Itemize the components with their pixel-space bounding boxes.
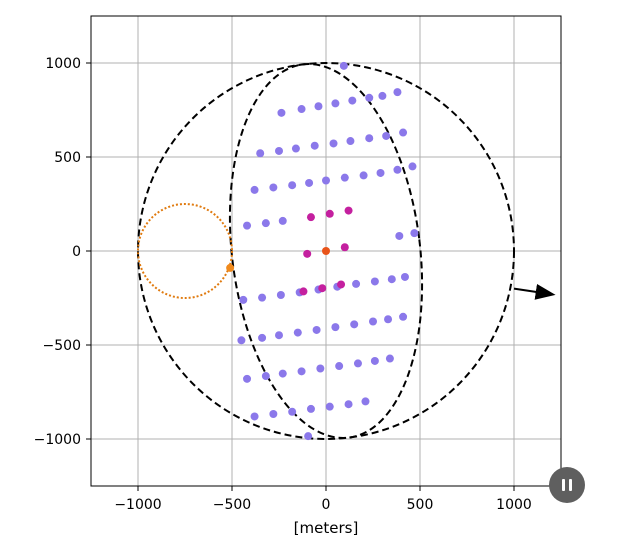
axis-ticks: −1000 −500 0 500 1000 −1000 −500 0 500 1000 — [34, 56, 532, 513]
scatter-point-series-0 — [400, 272, 409, 281]
scatter-point-series-0 — [258, 333, 267, 342]
scatter-point-series-0 — [310, 141, 319, 150]
scatter-point-series-0 — [365, 134, 374, 143]
scatter-point-series-0 — [340, 173, 349, 182]
scatter-point-series-0 — [258, 293, 267, 302]
x-tick-label: −1000 — [114, 497, 161, 513]
scatter-point-series-0 — [384, 315, 393, 324]
x-tick-label: −500 — [213, 497, 251, 513]
scatter-point-series-0 — [239, 295, 248, 304]
scatter-point-series-0 — [361, 397, 370, 406]
scatter-point-series-0 — [269, 409, 278, 418]
scatter-point-series-0 — [370, 277, 379, 286]
scatter-point-series-0 — [322, 176, 330, 185]
scatter-point-series-1 — [299, 287, 308, 296]
y-tick-label: −500 — [43, 338, 81, 354]
scatter-point-series-0 — [385, 354, 394, 363]
scatter-point-series-0 — [293, 328, 302, 337]
scatter-point-series-1 — [340, 243, 349, 252]
scatter-point-series-0 — [410, 229, 419, 238]
scatter-point-series-1 — [303, 249, 312, 258]
scatter-point-series-0 — [304, 432, 313, 441]
scatter-point-series-0 — [393, 88, 402, 97]
scatter-point-series-0 — [348, 96, 357, 105]
scatter-point-series-0 — [339, 61, 348, 70]
scatter-point-series-0 — [297, 367, 306, 376]
scatter-point-series-0 — [261, 372, 270, 381]
scatter-point-series-0 — [291, 144, 300, 153]
scatter-point-series-0 — [288, 181, 297, 190]
scatter-point-series-0 — [353, 359, 362, 368]
x-tick-label: 0 — [322, 497, 331, 513]
x-tick-label: 1000 — [496, 497, 532, 513]
scatter-point-series-0 — [365, 93, 374, 102]
scatter-point-series-0 — [312, 325, 321, 334]
pause-button[interactable] — [549, 467, 585, 503]
scatter-point-series-0 — [275, 146, 283, 155]
scatter-point-series-1 — [337, 280, 346, 289]
y-tick-label: 0 — [72, 244, 81, 260]
scatter-point-series-1 — [318, 284, 327, 293]
scatter-point-series-0 — [278, 216, 287, 225]
scatter-point-series-1 — [325, 209, 334, 218]
scatter-point-series-0 — [331, 99, 340, 108]
scatter-point-series-0 — [359, 171, 368, 180]
scatter-point-series-0 — [393, 165, 402, 174]
inner-ellipse — [228, 63, 424, 439]
scatter-point-series-0 — [331, 323, 340, 332]
scatter-point-series-1 — [344, 206, 353, 215]
scatter-point-series-0 — [395, 231, 404, 240]
annotations — [513, 283, 556, 300]
scatter-point-series-0 — [346, 137, 355, 146]
scatter-point-series-0 — [325, 402, 334, 411]
scatter-point-series-0 — [344, 400, 353, 409]
scatter-point-series-0 — [288, 407, 297, 416]
small-circle-marker — [226, 263, 235, 272]
scatter-point-series-0 — [261, 219, 270, 228]
y-tick-label: 500 — [54, 150, 81, 166]
scatter-point-series-0 — [306, 404, 315, 413]
scatter-point-series-0 — [256, 149, 265, 158]
scatter-point-series-0 — [250, 412, 259, 421]
scatter-point-series-0 — [243, 374, 252, 383]
small-circle — [137, 203, 233, 299]
plot-area — [137, 61, 515, 441]
scatter-point-series-0 — [335, 362, 344, 371]
scatter-point-series-0 — [243, 221, 252, 230]
scatter-point-series-0 — [276, 290, 285, 299]
scatter-point-series-0 — [278, 369, 287, 378]
scatter-point-series-0 — [314, 102, 323, 111]
scatter-point-series-0 — [387, 275, 396, 284]
scatter-point-series-1 — [306, 213, 315, 222]
scatter-point-series-0 — [316, 364, 325, 373]
direction-arrow — [513, 283, 556, 300]
scatter-point-series-0 — [269, 183, 278, 192]
scatter-point-series-0 — [408, 162, 417, 171]
scatter-point-series-0 — [370, 356, 379, 365]
scatter-point-series-0 — [305, 178, 314, 187]
scatter-point-series-0 — [250, 185, 259, 194]
y-tick-label: 1000 — [45, 56, 81, 72]
scatter-point-series-0 — [329, 139, 338, 148]
scatter-point-series-0 — [399, 128, 408, 137]
scatter-point-series-0 — [237, 336, 246, 345]
x-axis-label: [meters] — [294, 519, 359, 537]
scatter-point-series-0 — [369, 317, 377, 326]
outer-circle — [137, 62, 515, 440]
x-tick-label: 500 — [407, 497, 434, 513]
scatter-point-series-0 — [382, 131, 391, 140]
scatter-point-series-0 — [297, 105, 306, 114]
scatter-point-series-0 — [399, 312, 408, 321]
y-tick-label: −1000 — [34, 432, 81, 448]
scatter-point-series-0 — [352, 279, 361, 288]
scatter-point-series-0 — [378, 91, 387, 100]
scatter-point-series-0 — [350, 320, 359, 329]
pause-icon — [560, 479, 574, 491]
scatter-point-series-2 — [322, 247, 330, 255]
scatter-point-series-0 — [275, 331, 283, 340]
scatter-point-series-0 — [277, 108, 286, 117]
scatter-point-series-0 — [376, 168, 385, 177]
